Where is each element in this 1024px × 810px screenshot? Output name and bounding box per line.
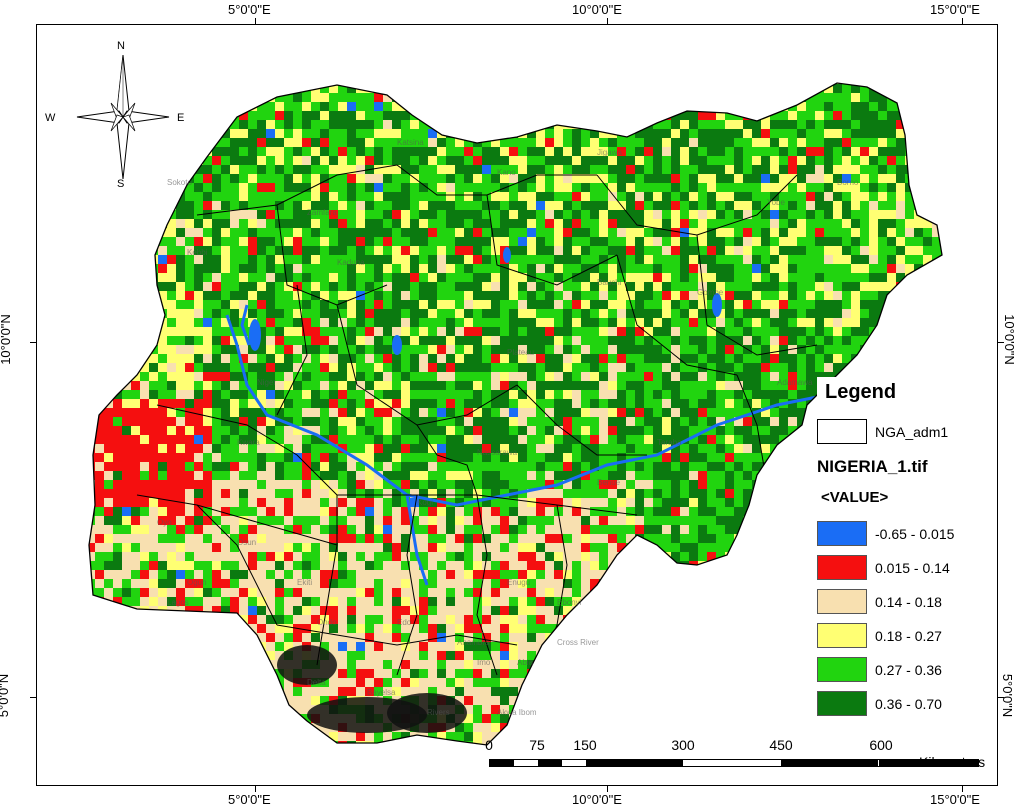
legend-class-row: 0.36 - 0.70 [817,691,942,716]
legend-class-swatch [817,691,867,716]
compass-north: N [117,40,125,52]
left-lat-label-5n: 5°0'0"N [0,673,12,718]
state-label: Kebbi [187,248,208,257]
scale-bar-graphic [489,759,979,767]
boundary-swatch [817,419,867,444]
state-label: Benue [597,478,621,487]
state-label: Bayelsa [367,688,396,697]
scale-tick-label: 450 [769,737,793,753]
left-lat-label-10n: 10°0'0"N [0,314,13,365]
compass-east: E [177,112,184,124]
state-label: Ogun [187,578,207,587]
top-lon-label-5e: 5°0'0"E [228,2,271,17]
legend-class-swatch [817,555,867,580]
state-label: Zamfara [307,208,337,217]
state-boundaries [136,164,818,676]
legend-class-row: 0.015 - 0.14 [817,555,950,580]
state-label: Imo [477,658,491,667]
state-label: Kano [497,168,516,177]
state-label: Lagos [167,598,189,607]
right-lat-label-5n: 5°0'0"N [1000,673,1016,718]
state-label: Osun [237,538,256,547]
state-label: Plateau [507,348,534,357]
bottom-lon-label-5e: 5°0'0"E [228,792,271,807]
state-label: Akwa Ibom [497,708,537,717]
value-heading: <VALUE> [821,489,889,506]
scale-tick-label: 150 [573,737,597,753]
top-lon-label-10e: 10°0'0"E [572,2,622,17]
boundary-label: NGA_adm1 [875,423,949,440]
state-label: Abia [517,658,534,667]
state-label: Nassarawa [477,448,518,457]
bottom-lon-label-15e: 15°0'0"E [930,792,980,807]
north-arrow: N S W E [43,33,193,198]
legend-class-label: 0.18 - 0.27 [875,627,942,644]
raster-name: NIGERIA_1.tif [817,457,928,476]
state-label: Ebonyi [557,598,582,607]
legend-class-row: -0.65 - 0.015 [817,521,954,546]
country-outline [88,82,943,746]
state-label: Ekiti [297,578,312,587]
state-label: Jigawa [597,148,622,157]
state-label: Bauchi [597,278,622,287]
legend-class-label: -0.65 - 0.015 [875,525,955,542]
scale-tick-label: 300 [671,737,695,753]
legend-class-swatch [817,589,867,614]
legend-class-row: 0.27 - 0.36 [817,657,942,682]
state-label: Yobe [767,198,786,207]
bottom-lon-label-10e: 10°0'0"E [572,792,622,807]
state-label: Borno [837,178,859,187]
map-legend: Legend NGA_adm1 NIGERIA_1.tif <VALUE> -0… [817,377,995,717]
scale-tick-label: 0 [485,737,493,753]
legend-class-swatch [817,521,867,546]
state-label: Sokoto [167,178,192,187]
right-lat-label-10n: 10°0'0"N [1001,314,1017,365]
state-label: Enugu [507,578,530,587]
legend-class-label: 0.36 - 0.70 [875,695,942,712]
state-label: Kaduna [337,258,365,267]
state-label: Taraba [657,438,682,447]
legend-class-swatch [817,657,867,682]
state-label: Ondo [317,618,337,627]
state-label: Katsina [397,138,424,147]
scale-tick-label: 600 [869,737,893,753]
scale-tick-label: 75 [529,737,545,753]
legend-class-label: 0.015 - 0.14 [875,559,950,576]
state-label: Niger [257,378,276,387]
state-label: Edo [397,618,412,627]
state-label: Adamawa [777,378,813,387]
state-label: Kogi [417,498,433,507]
compass-rose-icon: N S W E [45,40,184,190]
state-label: Cross River [557,638,599,647]
legend-class-row: 0.18 - 0.27 [817,623,942,648]
state-label: Kwara [237,438,260,447]
state-label: Delta [307,678,326,687]
legend-title: Legend [825,381,897,403]
state-label: Anambra [457,638,490,647]
state-label: Rivers [427,708,450,717]
scale-unit: Kilometers [919,754,986,770]
state-label: Oyo [157,518,172,527]
legend-class-swatch [817,623,867,648]
legend-class-label: 0.27 - 0.36 [875,661,942,678]
state-label: Gombe [697,288,724,297]
legend-class-row: 0.14 - 0.18 [817,589,942,614]
map-frame: Sokoto Kebbi Zamfara Katsina Kano Jigawa Yobe B… [36,24,998,786]
compass-west: W [45,112,56,124]
top-lon-label-15e: 15°0'0"E [930,2,980,17]
compass-south: S [117,178,124,190]
legend-boundary-row: NGA_adm1 [817,419,948,444]
legend-class-label: 0.14 - 0.18 [875,593,942,610]
